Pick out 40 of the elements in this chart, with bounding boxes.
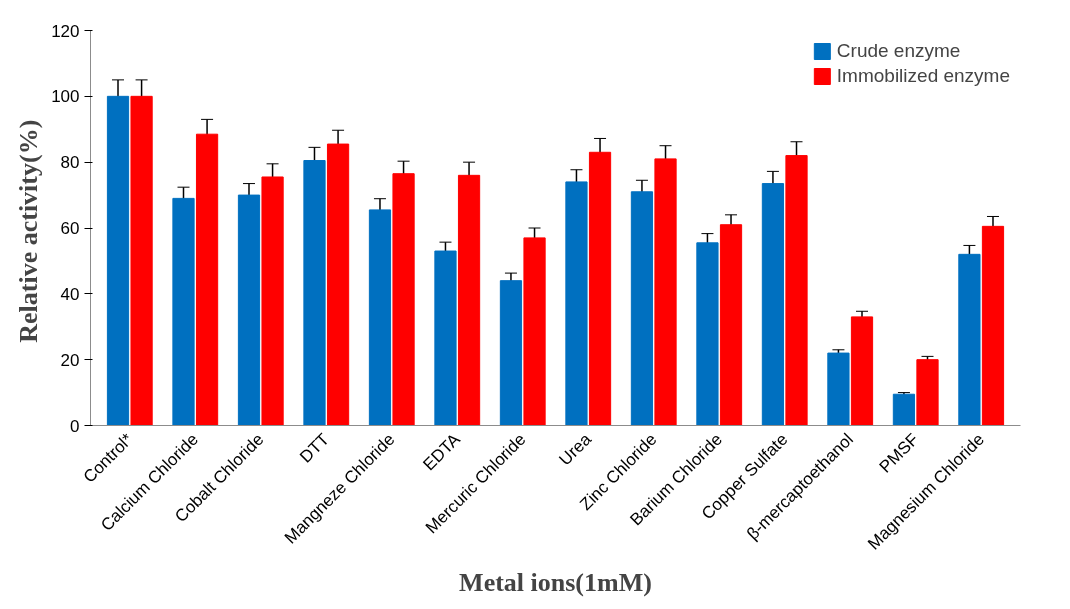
- bar: [761, 183, 785, 426]
- bar: [588, 151, 612, 426]
- bar: [303, 160, 326, 426]
- x-tick-label: Urea: [555, 429, 596, 470]
- bar: [237, 194, 261, 426]
- bar: [785, 155, 808, 426]
- bar: [499, 280, 523, 426]
- y-tick-label: 0: [70, 416, 80, 436]
- bar: [172, 197, 195, 426]
- bar: [368, 209, 392, 426]
- bar: [654, 158, 677, 426]
- bar: [326, 143, 350, 426]
- bar: [106, 95, 130, 426]
- bar: [850, 316, 874, 426]
- y-tick-label: 120: [51, 21, 80, 41]
- y-tick-label: 20: [60, 350, 80, 370]
- y-axis-title: Relative activity(%): [14, 119, 44, 343]
- legend-label: Crude enzyme: [836, 40, 961, 62]
- bar: [523, 237, 546, 426]
- bar: [630, 191, 654, 426]
- bar: [981, 225, 1005, 426]
- y-tick-label: 100: [51, 87, 80, 107]
- bar: [392, 173, 415, 426]
- y-tick-label: 80: [60, 153, 80, 173]
- bar: [195, 133, 219, 426]
- y-tick-label: 40: [60, 284, 80, 304]
- bar: [696, 242, 719, 426]
- bar: [719, 224, 743, 426]
- bar: [457, 174, 481, 426]
- legend-label: Immobilized enzyme: [836, 65, 1010, 87]
- bar: [261, 176, 284, 426]
- bar: [892, 393, 916, 426]
- bar: [916, 359, 939, 426]
- bar: [130, 95, 153, 426]
- x-axis-title: Metal ions(1mM): [459, 568, 652, 598]
- bar: [434, 250, 457, 426]
- bar: [827, 352, 850, 426]
- bar: [565, 181, 588, 426]
- y-tick-label: 60: [60, 219, 80, 238]
- bar: [958, 253, 981, 426]
